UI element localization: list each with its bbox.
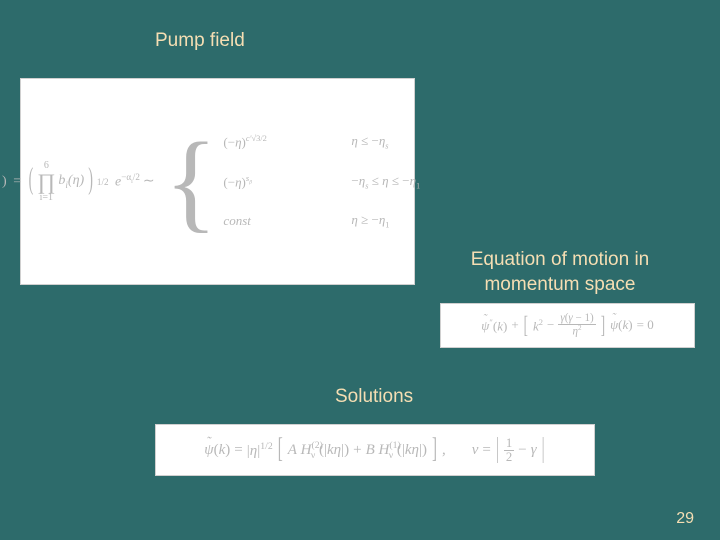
product-exp: 1/2: [97, 177, 109, 187]
right-bracket: ]: [601, 310, 605, 340]
page-number: 29: [676, 510, 694, 528]
case-row: (−η)c′√3/2 η ≤ −ηs: [223, 133, 461, 151]
heading-solutions: Solutions: [335, 386, 413, 408]
heading-equation-of-motion: Equation of motion in momentum space: [455, 248, 665, 297]
equals: =: [234, 442, 242, 459]
plus: +: [511, 317, 518, 333]
case-expr: (−η)sβ: [223, 173, 323, 190]
prefactor: |η|1/2: [247, 441, 273, 460]
case-cond: η ≤ −ηs: [351, 133, 461, 151]
psi-dd: ψ″(k): [481, 317, 507, 334]
psi-tilde: ψ(k): [204, 442, 230, 459]
comma: ,: [442, 442, 446, 459]
left-bracket: [: [278, 434, 283, 466]
term-A: A H(2)ν (|kη|): [288, 440, 349, 461]
nu: ν: [472, 442, 479, 459]
factor-e: e−αi/2: [112, 172, 140, 191]
tilde-symbol: ∼: [143, 173, 155, 190]
case-row: (−η)sβ −ηs ≤ η ≤ −η1: [223, 173, 461, 191]
nu-equals: =: [482, 442, 490, 459]
product-lower: i=1: [40, 193, 53, 203]
solutions-equation: ψ(k) = |η|1/2 [ A H(2)ν (|kη|) + B H(1)ν…: [204, 437, 545, 464]
plus: +: [353, 442, 361, 459]
left-paren-big: (: [29, 164, 34, 199]
case-expr: const: [223, 213, 323, 229]
case-cond: η ≥ −η1: [351, 212, 461, 230]
equation-box-solutions: ψ(k) = |η|1/2 [ A H(2)ν (|kη|) + B H(1)ν…: [155, 424, 595, 476]
product-body: bi(η): [58, 173, 84, 190]
case-cond: −ηs ≤ η ≤ −η1: [351, 173, 461, 191]
term-B: B H(1)ν (|kη|): [366, 440, 427, 461]
pump-equation: Z (η) = ( 6 ∏ i=1 bi(η) ) 1/2 e−αi/2 ∼ {…: [0, 133, 461, 230]
right-paren-big: ): [88, 164, 93, 199]
product-symbol: 6 ∏ i=1: [37, 161, 55, 203]
gamma: γ: [531, 442, 537, 459]
right-bracket: ]: [432, 434, 437, 466]
abs-right: |: [542, 434, 545, 466]
fraction: γ(γ − 1) η2: [558, 313, 595, 338]
frac-den: η2: [571, 325, 584, 338]
psi: ψ(k): [610, 317, 633, 333]
equals-sign: =: [10, 174, 25, 190]
heading-pump-field: Pump field: [155, 30, 245, 52]
k-squared: k2: [533, 317, 543, 334]
minus: −: [547, 317, 554, 333]
eq-zero: = 0: [637, 317, 654, 333]
equation-box-eom: ψ″(k) + [ k2 − γ(γ − 1) η2 ] ψ(k) = 0: [440, 303, 695, 348]
slide: Pump field Z (η) = ( 6 ∏ i=1 bi(η) ) 1/2…: [0, 0, 720, 540]
case-expr: (−η)c′√3/2: [223, 133, 323, 150]
equation-box-pump: Z (η) = ( 6 ∏ i=1 bi(η) ) 1/2 e−αi/2 ∼ {…: [20, 78, 415, 285]
left-bracket: [: [524, 310, 528, 340]
close-paren: ): [2, 174, 7, 190]
left-brace: {: [165, 143, 218, 220]
product-pi: ∏: [37, 171, 55, 193]
half: 12: [504, 437, 514, 464]
minus: −: [518, 442, 526, 459]
case-row: const η ≥ −η1: [223, 212, 461, 230]
abs-left: |: [496, 434, 499, 466]
piecewise-cases: (−η)c′√3/2 η ≤ −ηs (−η)sβ −ηs ≤ η ≤ −η1 …: [223, 133, 461, 230]
eom-equation: ψ″(k) + [ k2 − γ(γ − 1) η2 ] ψ(k) = 0: [481, 313, 653, 338]
